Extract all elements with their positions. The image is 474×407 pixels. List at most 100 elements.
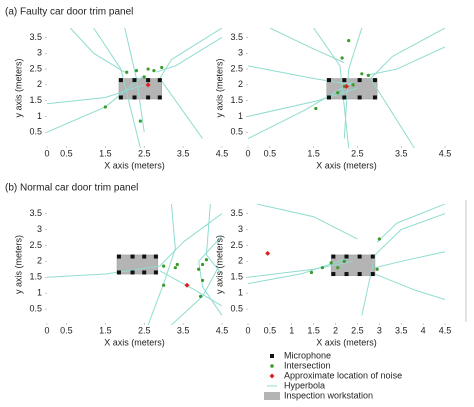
hyperbola	[159, 270, 222, 307]
noise-location	[184, 282, 190, 288]
y-tick-label: 1.5	[230, 272, 243, 282]
legend-marker	[264, 392, 280, 400]
microphone	[132, 95, 137, 100]
y-axis-title: y axis (meters)	[13, 235, 23, 294]
x-tick-label: 0	[44, 148, 49, 158]
y-axis-title: y axis (meters)	[214, 235, 224, 294]
y-tick-label: 3	[37, 224, 42, 234]
legend-marker	[269, 373, 275, 379]
y-tick-label: 1	[37, 111, 42, 121]
workstation	[330, 254, 376, 276]
x-tick-label: 2.5	[351, 325, 364, 335]
intersection	[360, 72, 364, 76]
x-tick-label: 2	[333, 325, 338, 335]
hyperbola	[205, 204, 222, 275]
intersection	[162, 264, 166, 268]
y-tick-label: 3.5	[29, 208, 42, 218]
microphone	[157, 78, 162, 83]
y-tick-label: 3	[238, 48, 243, 58]
intersection	[329, 261, 333, 265]
x-tick-label: 2.5	[351, 148, 364, 158]
microphone	[142, 254, 147, 259]
intersection	[142, 75, 146, 79]
x-tick-label: 4	[421, 325, 426, 335]
x-tick-label: 4.5	[439, 148, 452, 158]
intersection	[336, 91, 340, 95]
y-tick-label: 1.5	[230, 95, 243, 105]
y-tick-label: 0.5	[29, 127, 42, 137]
y-tick-label: 2.5	[230, 240, 243, 250]
legend-label: Intersection	[284, 360, 331, 370]
intersection	[320, 266, 325, 270]
hyperbola	[269, 28, 345, 64]
microphone	[357, 254, 362, 259]
y-tick-label: 2	[37, 256, 42, 266]
x-tick-label: 4.5	[216, 325, 229, 335]
x-tick-label: 1.5	[307, 325, 320, 335]
microphone	[357, 78, 362, 83]
hyperbola	[376, 204, 445, 243]
intersection	[162, 283, 166, 287]
noise-location	[344, 83, 349, 89]
y-tick-label: 1.5	[29, 272, 42, 282]
x-tick-label: 4.5	[216, 148, 229, 158]
hyperbola	[155, 37, 222, 73]
y-tick-label: 1.5	[29, 95, 42, 105]
intersection	[309, 270, 314, 275]
x-tick-label: 0.5	[60, 325, 73, 335]
y-tick-label: 2.5	[230, 63, 243, 73]
y-tick-label: 1	[37, 288, 42, 298]
hyperbola	[147, 204, 176, 325]
x-tick-label: 3	[377, 325, 382, 335]
microphone	[157, 95, 162, 100]
microphone	[326, 78, 331, 83]
y-tick-label: 1	[238, 288, 243, 298]
y-tick-label: 3	[37, 48, 42, 58]
hyperbola	[171, 267, 219, 325]
hyperbola	[93, 28, 141, 148]
microphone	[142, 270, 147, 275]
x-tick-label: 3.5	[395, 325, 408, 335]
y-axis-title: y axis (meters)	[214, 58, 224, 117]
hyperbola	[370, 28, 445, 148]
hyperbola	[374, 251, 445, 269]
y-tick-label: 2.5	[29, 240, 42, 250]
intersection	[146, 67, 150, 71]
intersection	[204, 258, 209, 262]
microphone	[146, 95, 151, 100]
intersection	[160, 65, 164, 70]
microphone	[116, 254, 121, 259]
legend-label: Hyperbola	[284, 380, 325, 390]
y-tick-label: 0.5	[230, 127, 243, 137]
microphone	[344, 272, 349, 277]
intersection	[199, 294, 203, 298]
y-tick-label: 2	[238, 79, 243, 89]
section-label: (b) Normal car door trim panel	[5, 183, 138, 194]
legend-label: Approximate location of noise	[284, 370, 402, 380]
x-axis-title: X axis (meters)	[104, 160, 165, 170]
y-tick-label: 3.5	[230, 208, 243, 218]
microphone	[130, 254, 135, 259]
intersection	[197, 267, 201, 271]
intersection	[314, 106, 318, 111]
hyperbola	[69, 28, 126, 73]
intersection	[125, 70, 129, 74]
microphone	[116, 270, 121, 275]
intersection	[336, 266, 340, 270]
intersection	[340, 56, 344, 60]
intersection	[152, 69, 156, 73]
y-axis-title: y axis (meters)	[13, 58, 23, 117]
x-tick-label: 2.5	[138, 148, 151, 158]
x-tick-label: 3.5	[177, 148, 190, 158]
x-tick-label: 1.5	[307, 148, 320, 158]
microphone	[372, 95, 377, 100]
intersection	[366, 73, 370, 77]
y-tick-label: 3.5	[230, 32, 243, 42]
hyperbola	[256, 204, 358, 240]
legend-marker	[270, 354, 274, 358]
hyperbola-group	[47, 28, 222, 148]
legend-label: Microphone	[284, 350, 331, 360]
x-tick-label: 0.5	[60, 148, 73, 158]
x-tick-label: 0	[245, 325, 250, 335]
y-tick-label: 0.5	[29, 303, 42, 313]
